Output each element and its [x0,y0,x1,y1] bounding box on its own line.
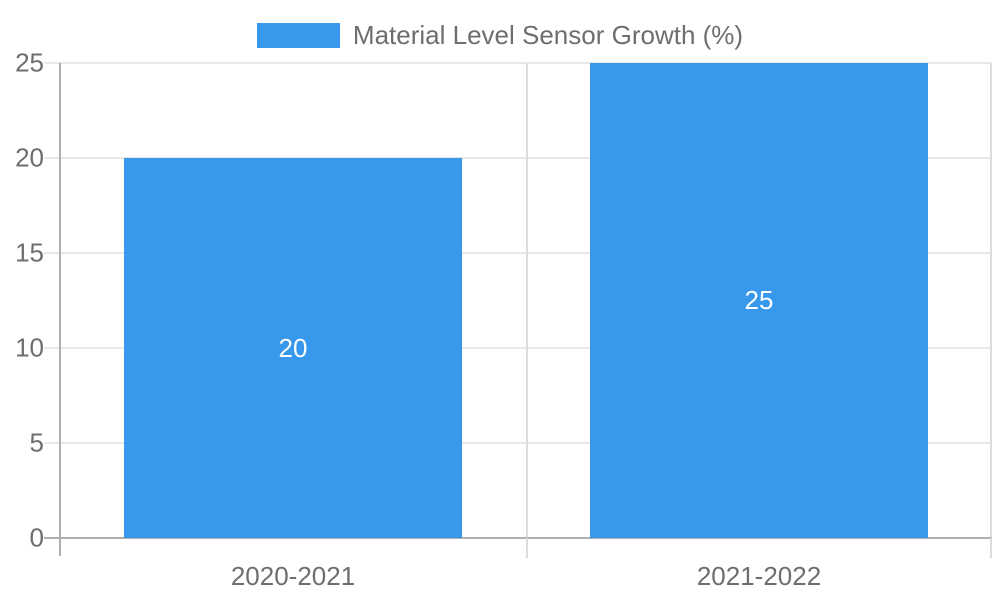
plot-right-border [990,63,992,538]
gridline-10 [44,347,992,349]
legend-swatch-icon [256,23,340,48]
plot-area: 20 25 [44,62,992,558]
gridline-20 [44,157,992,159]
gridline-5 [44,442,992,444]
legend-series-label: Material Level Sensor Growth (%) [352,20,744,50]
bar-value-label: 25 [744,285,774,315]
x-axis-label-2021-2022: 2021-2022 [696,561,822,591]
bar-2021-2022[interactable]: 25 [590,63,928,538]
x-axis-tick-right [990,538,992,558]
y-axis-line [59,63,61,556]
x-axis-label-2020-2021: 2020-2021 [230,561,356,591]
chart-legend[interactable]: Material Level Sensor Growth (%) [0,20,1000,51]
y-axis-tick-label-10: 10 [15,332,44,363]
y-axis-tick-label-25: 25 [15,47,44,78]
category-separator-line [526,63,528,538]
gridline-25 [44,62,992,64]
y-axis-tick-label-0: 0 [29,522,44,553]
y-axis-tick-label-15: 15 [15,237,44,268]
x-axis-baseline [44,537,992,539]
bar-value-label: 20 [278,332,308,363]
y-axis-tick-label-20: 20 [15,142,44,173]
gridline-15 [44,252,992,254]
y-axis-tick-label-5: 5 [29,427,44,458]
x-axis-tick-mid [526,538,528,558]
bar-2020-2021[interactable]: 20 [124,158,462,538]
